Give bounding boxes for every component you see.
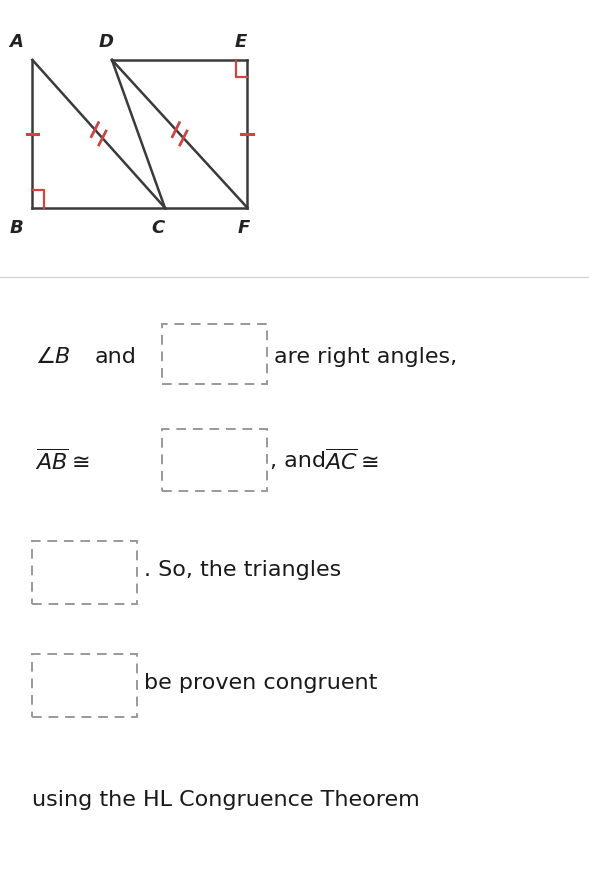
Text: are right angles,: are right angles, [274,347,457,366]
Text: . So, the triangles: . So, the triangles [144,560,342,579]
Text: , and: , and [270,451,326,470]
Text: be proven congruent: be proven congruent [144,673,378,692]
Text: B: B [9,219,24,236]
Bar [32,654,137,717]
Text: $\overline{AB} \cong$: $\overline{AB} \cong$ [35,448,90,474]
Text: E: E [234,33,246,50]
Text: and: and [94,347,136,366]
Text: C: C [151,219,164,236]
Text: D: D [98,33,114,50]
Bar [162,429,267,492]
Text: F: F [237,219,249,236]
Text: $\angle B$: $\angle B$ [35,346,71,367]
Text: $\overline{AC} \cong$: $\overline{AC} \cong$ [324,448,379,474]
Text: using the HL Congruence Theorem: using the HL Congruence Theorem [32,790,420,809]
Bar [32,541,137,604]
Bar [162,325,267,384]
Text: A: A [9,33,24,50]
